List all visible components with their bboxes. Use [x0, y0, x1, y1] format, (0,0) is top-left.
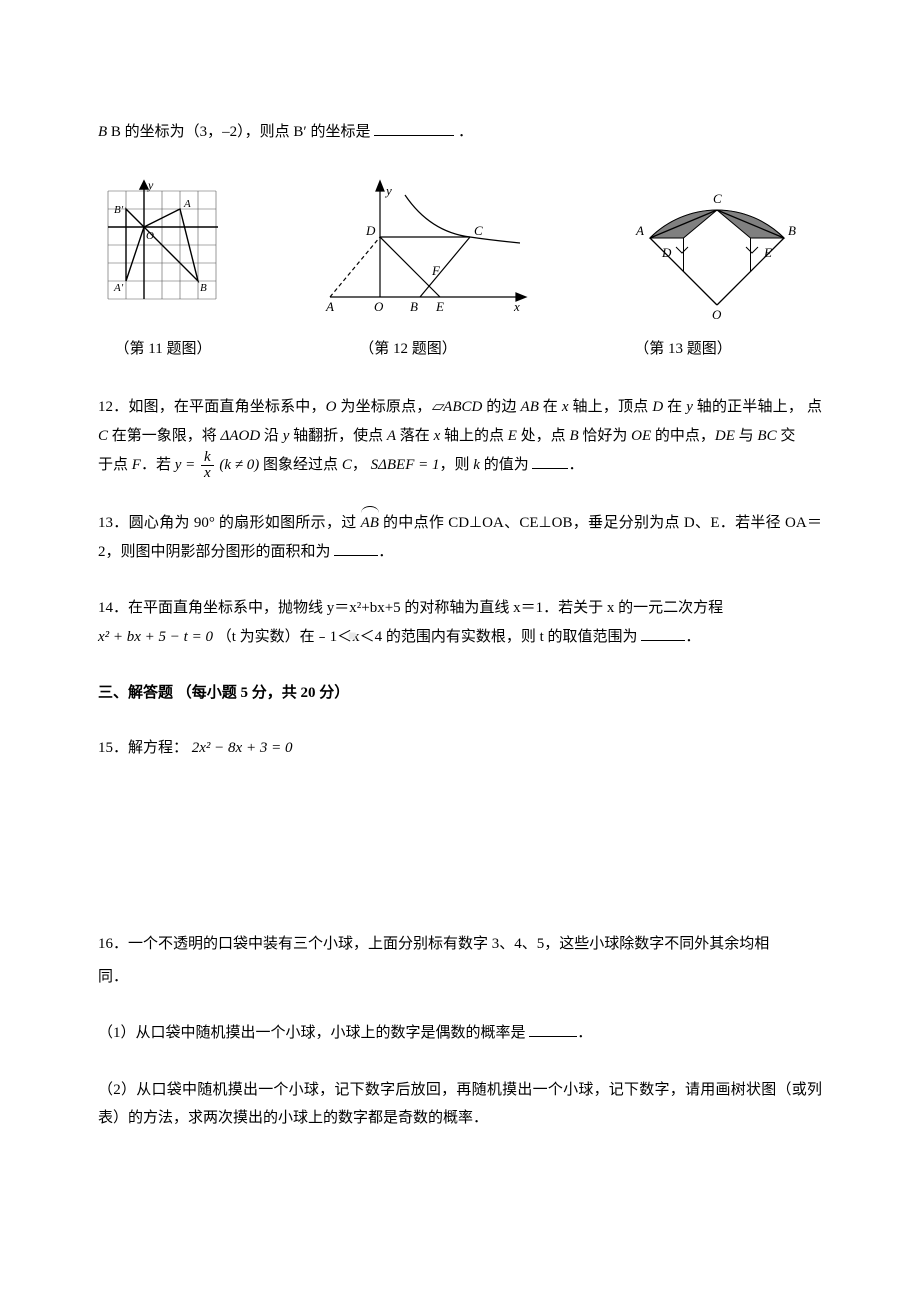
- figure-12: A O B E x y D C F: [310, 177, 530, 327]
- question-16: 16．一个不透明的口袋中装有三个小球，上面分别标有数字 3、4、5，这些小球除数…: [98, 930, 822, 959]
- svg-text:O: O: [146, 230, 154, 242]
- svg-text:x: x: [513, 299, 520, 314]
- fig11-svg: y O A B B′ A′: [98, 177, 228, 327]
- fig12-svg: A O B E x y D C F: [310, 177, 530, 327]
- frag-text: B 的坐标为（3，–2），则点 B′ 的坐标是: [111, 124, 371, 140]
- svg-text:D: D: [365, 223, 376, 238]
- figure-13: A B C D E O: [612, 177, 822, 327]
- svg-text:B: B: [410, 299, 418, 314]
- fig11-caption: （第 11 题图）: [98, 335, 228, 364]
- question-12: 12．如图，在平面直角坐标系中，O 为坐标原点，▱ABCD 的边 AB 在 x …: [98, 393, 822, 481]
- svg-text:O: O: [374, 299, 384, 314]
- svg-text:A: A: [325, 299, 334, 314]
- workspace-gap: [98, 790, 822, 930]
- question-16-2: （2）从口袋中随机摸出一个小球，记下数字后放回，再随机摸出一个小球，记下数字，请…: [98, 1076, 822, 1133]
- svg-text:E: E: [763, 245, 772, 260]
- svg-text:B: B: [200, 282, 207, 294]
- frag-post: ．: [458, 124, 473, 140]
- svg-text:C: C: [713, 191, 722, 206]
- svg-text:A: A: [183, 198, 191, 210]
- fig12-caption: （第 12 题图）: [298, 335, 518, 364]
- blank-14: [641, 623, 685, 641]
- blank-11: [374, 119, 454, 137]
- svg-text:A: A: [635, 223, 644, 238]
- question-13: 13．圆心角为 90° 的扇形如图所示，过 AB 的中点作 CD⊥OA、CE⊥O…: [98, 509, 822, 566]
- svg-text:O: O: [712, 307, 722, 322]
- fraction-k-over-x: kx: [201, 450, 214, 481]
- svg-text:B: B: [788, 223, 796, 238]
- svg-text:E: E: [435, 299, 444, 314]
- svg-text:F: F: [431, 263, 441, 278]
- svg-text:C: C: [474, 223, 483, 238]
- question-16-1: （1）从口袋中随机摸出一个小球，小球上的数字是偶数的概率是 ．: [98, 1019, 822, 1048]
- figure-row: y O A B B′ A′: [98, 177, 822, 327]
- figure-11: y O A B B′ A′: [98, 177, 228, 327]
- svg-text:y: y: [384, 183, 392, 198]
- blank-13: [334, 538, 378, 556]
- svg-text:B′: B′: [114, 204, 124, 216]
- svg-text:A′: A′: [113, 282, 124, 294]
- svg-text:D: D: [661, 245, 672, 260]
- question-15: 15．解方程： 2x² − 8x + 3 = 0: [98, 734, 822, 763]
- question-14: 14．在平面直角坐标系中，抛物线 y＝x²+bx+5 的对称轴为直线 x＝1．若…: [98, 594, 822, 651]
- question-16b: 同．: [98, 963, 822, 992]
- arc-ab: AB: [361, 509, 379, 538]
- svg-text:y: y: [147, 178, 154, 192]
- fig13-caption: （第 13 题图）: [578, 335, 788, 364]
- frag-line-11: B B 的坐标为（3，–2），则点 B′ 的坐标是 ．: [98, 118, 822, 147]
- fig13-svg: A B C D E O: [612, 177, 822, 327]
- figure-captions: （第 11 题图） （第 12 题图） （第 13 题图）: [98, 335, 822, 364]
- blank-16-1: [529, 1020, 577, 1038]
- blank-12: [532, 451, 568, 469]
- section-3-title: 三、解答题 （每小题 5 分，共 20 分）: [98, 679, 822, 708]
